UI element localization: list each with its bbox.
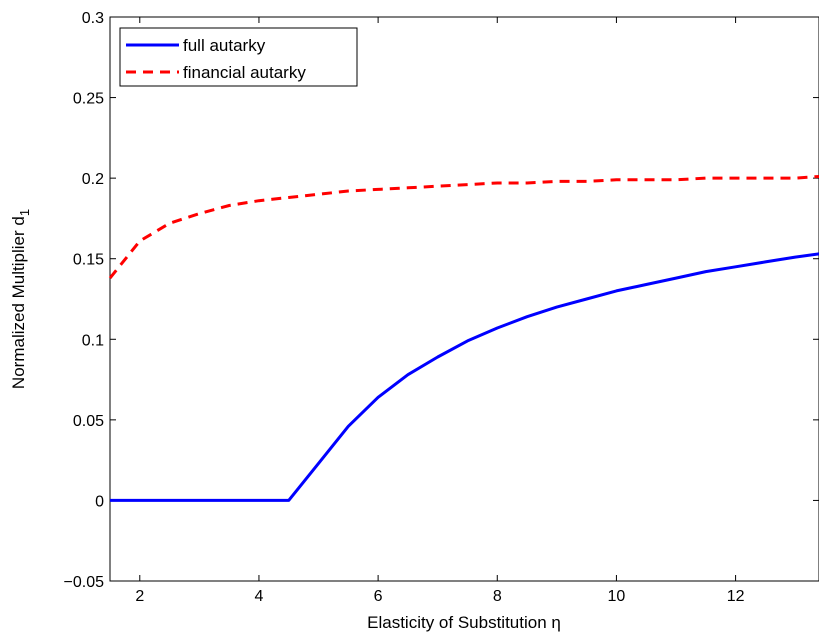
y-tick-label: 0.25 <box>73 91 104 108</box>
y-tick-label: −0.05 <box>64 574 105 591</box>
y-axis-label-subscript: 1 <box>17 209 32 216</box>
y-tick-label: 0.05 <box>73 413 104 430</box>
y-tick-label: 0.1 <box>82 332 104 349</box>
x-tick-label: 10 <box>608 588 626 605</box>
x-tick-label: 12 <box>727 588 745 605</box>
x-tick-label: 6 <box>374 588 383 605</box>
x-tick-label: 4 <box>254 588 263 605</box>
legend-label-financial-autarky: financial autarky <box>183 63 306 82</box>
x-axis-label: Elasticity of Substitution η <box>367 613 561 632</box>
y-axis: −0.05 0 0.05 0.1 0.15 0.2 0.25 0.3 <box>64 10 819 591</box>
y-axis-label: Normalized Multiplier d1 <box>9 209 32 389</box>
y-tick-label: 0.2 <box>82 171 104 188</box>
plot-area <box>109 16 819 582</box>
y-tick-label: 0.15 <box>73 252 104 269</box>
series-layer <box>108 175 819 502</box>
legend: full autarky financial autarky <box>119 27 358 87</box>
x-tick-label: 2 <box>135 588 144 605</box>
y-axis-label-main: Normalized Multiplier d <box>9 216 28 389</box>
series-line-financial-autarky <box>108 175 819 280</box>
legend-box <box>119 27 358 87</box>
legend-label-full-autarky: full autarky <box>183 36 266 55</box>
x-tick-label: 8 <box>493 588 502 605</box>
x-axis: 2 4 6 8 10 12 <box>135 17 745 605</box>
y-tick-label: 0 <box>95 493 104 510</box>
series-line-full-autarky <box>110 252 819 502</box>
y-tick-label: 0.3 <box>82 10 104 27</box>
